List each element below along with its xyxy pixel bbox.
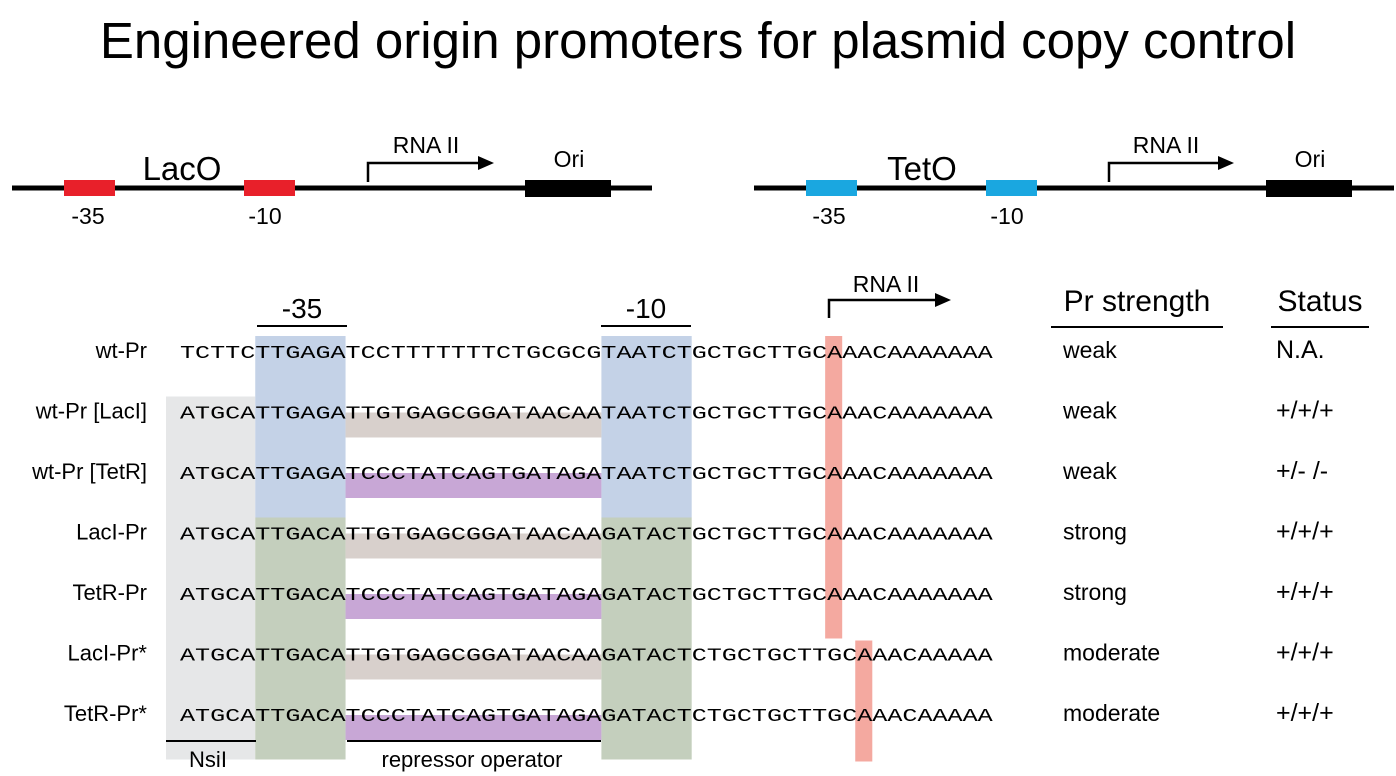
- tet-minus10-label: -10: [990, 203, 1023, 229]
- minus10-shade: [601, 457, 692, 518]
- lac-rna-arrowhead: [478, 156, 494, 170]
- lac-minus10-box: [244, 180, 295, 196]
- minus35-shade: [255, 336, 346, 397]
- alignment-rna-arrow: [827, 298, 944, 318]
- nsil-shade: [166, 457, 256, 518]
- row-name: wt-Pr [TetR]: [31, 459, 147, 484]
- nsil-shade: [166, 517, 256, 578]
- alignment-footer: NsiI repressor operator: [166, 740, 601, 772]
- tet-minus10-box: [986, 180, 1037, 196]
- row-strength: strong: [1063, 579, 1127, 605]
- minus35-shade: [255, 517, 346, 578]
- row-sequence: ATGCATTGACATCCCTATCAGTGATAGAGATACTGCTGCT…: [180, 586, 993, 606]
- row-strength: moderate: [1063, 700, 1160, 726]
- alignment-headers: -35 -10 RNA II Pr strength Status: [257, 271, 1369, 328]
- tss-mark: [825, 517, 843, 578]
- operator-label: repressor operator: [382, 747, 563, 772]
- row-status: +/+/+: [1276, 397, 1334, 425]
- row-name: TetR-Pr*: [64, 701, 148, 726]
- tet-ori-box: [1266, 180, 1352, 197]
- tet-operator-shade: [345, 473, 602, 498]
- row-strength: strong: [1063, 519, 1127, 545]
- minus10-shade: [601, 699, 692, 760]
- minus35-shade: [255, 699, 346, 760]
- tet-rna-label: RNA II: [1133, 132, 1199, 158]
- lac-minus35-box: [64, 180, 115, 196]
- tet-ori-label: Ori: [1295, 146, 1326, 172]
- minus35-shade: [255, 457, 346, 518]
- tet-minus35-label: -35: [812, 203, 845, 229]
- row-status: +/+/+: [1276, 578, 1334, 606]
- minus35-shade: [255, 638, 346, 699]
- minus10-shade: [601, 578, 692, 639]
- tet-map: TetO -35 -10 RNA II Ori: [754, 132, 1394, 229]
- alignment-minus35-header: -35: [282, 293, 322, 324]
- alignment-minus10-header: -10: [626, 293, 666, 324]
- row-strength: moderate: [1063, 640, 1160, 666]
- tss-mark: [855, 701, 873, 762]
- tet-operator-shade: [345, 594, 602, 619]
- figure-title: Engineered origin promoters for plasmid …: [100, 12, 1296, 69]
- row-sequence: TCTTCTTGAGATCCTTTTTTTCTGCGCGTAATCTGCTGCT…: [180, 344, 993, 364]
- nsil-shade: [166, 638, 256, 699]
- minus10-shade: [601, 517, 692, 578]
- row-name: wt-Pr [LacI]: [35, 399, 147, 424]
- row-sequence: ATGCATTGACATCCCTATCAGTGATAGAGATACTCTGCTG…: [180, 707, 993, 727]
- lac-map: LacO -35 -10 RNA II Ori: [12, 132, 652, 229]
- row-status: N.A.: [1276, 336, 1325, 364]
- nsil-shade: [166, 396, 256, 457]
- minus10-shade: [601, 336, 692, 397]
- row-strength: weak: [1062, 337, 1117, 363]
- row-name: LacI-Pr: [76, 520, 147, 545]
- row-name: LacI-Pr*: [68, 641, 148, 666]
- minus35-shade: [255, 578, 346, 639]
- tet-minus35-box: [806, 180, 857, 196]
- tss-mark: [825, 578, 843, 639]
- nsil-label: NsiI: [189, 747, 227, 772]
- status-column-header: Status: [1277, 285, 1362, 318]
- alignment-shading: [166, 336, 873, 762]
- row-status: +/+/+: [1276, 639, 1334, 667]
- row-status: +/+/+: [1276, 699, 1334, 727]
- nsil-shade: [166, 699, 256, 760]
- minus10-shade: [601, 638, 692, 699]
- nsil-shade: [166, 578, 256, 639]
- tet-rna-arrow: [1107, 161, 1228, 182]
- row-strength: weak: [1062, 458, 1117, 484]
- tss-mark: [825, 336, 843, 397]
- minus35-shade: [255, 396, 346, 457]
- tss-mark: [855, 640, 873, 701]
- alignment-rna-label: RNA II: [853, 271, 919, 297]
- row-sequence: ATGCATTGACATTGTGAGCGGATAACAAGATACTGCTGCT…: [180, 526, 993, 546]
- alignment-rna-arrowhead: [935, 293, 951, 307]
- tet-operator-shade: [345, 715, 602, 740]
- tet-map-name: TetO: [887, 150, 957, 187]
- row-status: +/- /-: [1276, 457, 1328, 485]
- minus10-shade: [601, 396, 692, 457]
- lac-ori-box: [525, 180, 611, 197]
- lac-rna-arrow: [366, 161, 488, 182]
- lac-rna-label: RNA II: [393, 132, 459, 158]
- row-name: TetR-Pr: [72, 580, 147, 605]
- row-sequence: ATGCATTGACATTGTGAGCGGATAACAAGATACTCTGCTG…: [180, 647, 993, 667]
- row-name: wt-Pr: [95, 338, 147, 363]
- lac-minus35-label: -35: [71, 203, 104, 229]
- tet-rna-arrowhead: [1218, 156, 1234, 170]
- tss-mark: [825, 457, 843, 518]
- lac-operator-shade: [345, 412, 602, 438]
- row-sequence: ATGCATTGAGATCCCTATCAGTGATAGATAATCTGCTGCT…: [180, 465, 993, 485]
- lac-operator-shade: [345, 533, 602, 559]
- lac-map-name: LacO: [143, 150, 222, 187]
- lac-ori-label: Ori: [554, 146, 585, 172]
- lac-operator-shade: [345, 654, 602, 680]
- lac-minus10-label: -10: [248, 203, 281, 229]
- row-sequence: ATGCATTGAGATTGTGAGCGGATAACAATAATCTGCTGCT…: [180, 405, 993, 425]
- row-status: +/+/+: [1276, 518, 1334, 546]
- row-strength: weak: [1062, 398, 1117, 424]
- alignment-rows: wt-Pr TCTTCTTGAGATCCTTTTTTTCTGCGCGTAATCTG…: [31, 336, 1334, 727]
- tss-mark: [825, 396, 843, 457]
- strength-column-header: Pr strength: [1064, 285, 1211, 318]
